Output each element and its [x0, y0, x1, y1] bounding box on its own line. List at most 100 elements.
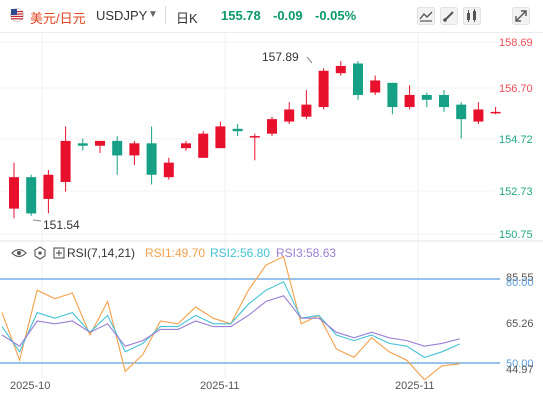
pair-title[interactable]: 美元/日元 — [30, 11, 86, 26]
candle-body — [77, 143, 88, 146]
add-indicator-icon[interactable] — [53, 247, 65, 259]
candle — [490, 107, 501, 115]
candle — [9, 162, 19, 219]
candle-body — [95, 140, 105, 146]
max-annotation: 157.89 — [262, 50, 313, 64]
candle-body — [490, 111, 501, 114]
flag-icon — [10, 8, 24, 22]
rsi-tick: 85.55 — [506, 272, 534, 284]
last-price: 155.78 — [221, 8, 261, 23]
candle-body — [249, 136, 260, 138]
candle-body — [284, 109, 295, 122]
candle — [146, 126, 157, 185]
candle-body — [26, 177, 37, 214]
candle — [232, 123, 243, 137]
rsi2-value: RSI2:56.80 — [210, 246, 270, 260]
rsi-header: RSI(7,14,21) RSI1:49.70 RSI2:56.80 RSI3:… — [11, 246, 336, 260]
candle — [473, 102, 484, 124]
candle-body — [473, 109, 484, 122]
brush-icon[interactable] — [440, 7, 458, 25]
price-tick: 150.75 — [499, 229, 533, 241]
candle-body — [439, 94, 449, 108]
expand-icon[interactable] — [512, 7, 530, 25]
candle — [439, 90, 449, 112]
time-tick: 2025-10 — [10, 380, 50, 392]
time-tick: 2025-11 — [395, 380, 435, 392]
interval-selector[interactable]: 日K — [176, 11, 198, 26]
bar-chart-icon[interactable] — [463, 7, 481, 25]
symbol-label[interactable]: USDJPY — [96, 8, 148, 23]
rsi-reference-lines — [0, 278, 500, 364]
candle-body — [456, 104, 467, 120]
price-tick: 154.72 — [499, 134, 533, 146]
eye-icon[interactable] — [11, 248, 27, 258]
candle-body — [163, 162, 174, 178]
price-tick: 152.73 — [499, 186, 533, 198]
candle — [387, 82, 398, 115]
candle-body — [146, 143, 157, 175]
candle — [267, 116, 277, 137]
rsi-series — [1, 255, 460, 381]
candle — [198, 131, 209, 158]
candle-body — [215, 126, 226, 149]
candle-body — [232, 128, 243, 132]
candle-body — [335, 65, 346, 74]
candle — [249, 133, 260, 161]
candle-body — [353, 63, 363, 95]
candle-body — [387, 82, 398, 108]
price-axis: 158.69 156.70 — [499, 37, 533, 95]
candle — [26, 174, 37, 216]
min-price-label: 151.54 — [43, 218, 80, 232]
candle — [163, 157, 174, 180]
rsi-line-rsi1 — [1, 255, 460, 381]
chart-area[interactable]: 158.69 156.70 154.72 152.73 150.75 157.8… — [0, 33, 543, 405]
rsi-tick: 65.26 — [506, 318, 534, 330]
candle — [421, 92, 432, 108]
candle — [60, 126, 71, 192]
candle — [95, 140, 105, 153]
rsi-line-rsi3 — [1, 295, 460, 347]
rsi-tick: 80.00 — [506, 277, 534, 289]
rsi-axis: 85.55 80.00 65.26 50.00 44.97 — [506, 272, 534, 376]
grid — [0, 33, 495, 378]
price-axis-lower: 154.72 152.73 150.75 — [499, 134, 533, 241]
candle — [404, 85, 415, 110]
price-tick: 156.70 — [499, 83, 533, 95]
candle-body — [301, 104, 312, 117]
candle — [215, 121, 226, 149]
candle-body — [43, 174, 54, 199]
candle-body — [370, 80, 381, 93]
rsi3-value: RSI3:58.63 — [276, 246, 336, 260]
rsi-line-rsi2 — [1, 281, 460, 359]
candle-body — [9, 177, 19, 209]
price-change: -0.09 — [273, 8, 303, 23]
candle — [181, 140, 191, 151]
candle — [353, 61, 363, 100]
candle-body — [404, 94, 415, 108]
candle — [301, 90, 312, 120]
min-annotation: 151.54 — [32, 218, 80, 232]
rsi1-value: RSI1:49.70 — [145, 246, 205, 260]
header-divider — [165, 6, 166, 24]
candle — [43, 169, 54, 214]
chart-line-icon[interactable] — [417, 7, 435, 25]
settings-icon[interactable] — [34, 246, 46, 260]
candle — [456, 102, 467, 139]
candle-body — [129, 143, 140, 156]
rsi-tick: 44.97 — [506, 364, 534, 376]
candle — [129, 140, 140, 166]
chart-header: 美元/日元 USDJPY ▼ 日K 155.78 -0.09 -0.05% — [0, 0, 543, 33]
candle-body — [318, 70, 329, 108]
time-axis: 2025-10 2025-11 2025-11 — [10, 380, 435, 392]
candle — [335, 61, 346, 76]
candle — [318, 68, 329, 110]
price-change-percent: -0.05% — [315, 8, 357, 23]
candle-body — [60, 140, 71, 183]
candle-body — [421, 94, 432, 100]
time-tick: 2025-11 — [200, 380, 240, 392]
chevron-down-icon[interactable]: ▼ — [148, 9, 158, 20]
candlestick-series — [9, 61, 501, 219]
candle — [112, 136, 123, 175]
candle-body — [112, 140, 123, 156]
price-tick: 158.69 — [499, 37, 533, 49]
